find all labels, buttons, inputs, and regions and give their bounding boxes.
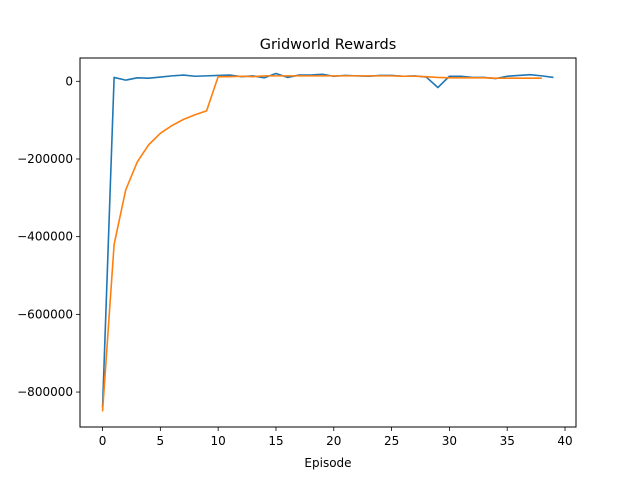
x-tick-label: 35 [500,434,515,448]
y-tick-label: 0 [65,74,73,88]
x-tick-label: 0 [99,434,107,448]
x-axis-label: Episode [304,456,351,470]
chart-title: Gridworld Rewards [260,37,397,53]
x-tick-label: 10 [211,434,226,448]
x-axis: 0 5 10 15 20 25 30 35 40 [99,427,573,448]
x-tick-label: 15 [268,434,283,448]
series-line-2 [101,75,542,412]
y-tick-label: −800000 [17,385,73,399]
y-tick-label: −400000 [17,230,73,244]
plot-frame [79,57,577,428]
x-tick-label: 30 [442,434,457,448]
y-axis: 0 −200000 −400000 −600000 −800000 [17,74,80,399]
x-tick-label: 40 [557,434,572,448]
x-tick-label: 25 [384,434,399,448]
y-tick-label: −200000 [17,152,73,166]
series-layer [101,72,554,412]
y-tick-label: −600000 [17,307,73,321]
x-tick-label: 20 [326,434,341,448]
x-tick-label: 5 [157,434,165,448]
